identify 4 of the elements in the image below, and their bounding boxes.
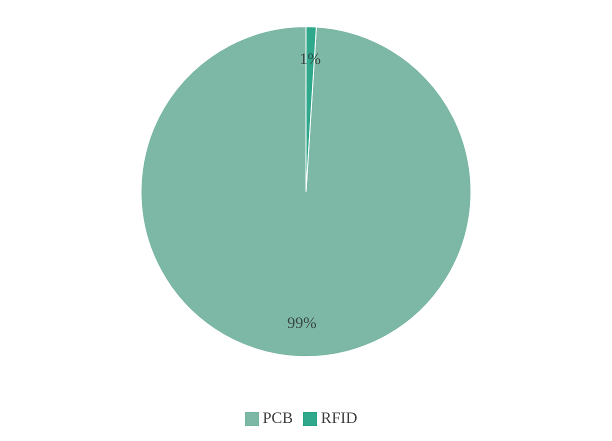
legend-label: PCB — [262, 410, 293, 427]
data-label: 99% — [287, 315, 317, 332]
pie-slice — [140, 26, 472, 358]
legend-label: RFID — [320, 410, 358, 427]
